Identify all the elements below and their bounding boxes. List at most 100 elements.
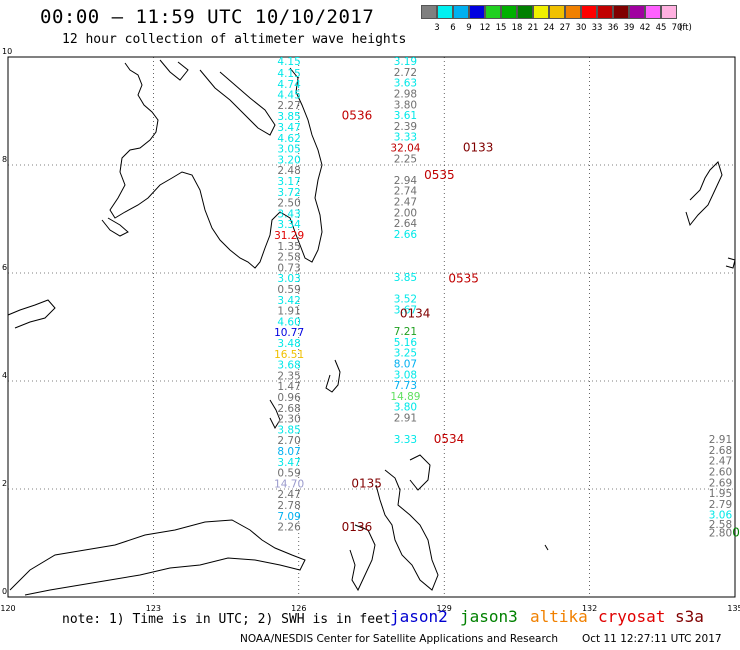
swh-value-label: 4.15: [277, 68, 300, 80]
coastline: [325, 359, 341, 393]
swh-value-label: 2.58: [709, 519, 732, 531]
swh-value-label: 3.05: [277, 144, 300, 156]
scale-label: 18: [511, 23, 523, 33]
longitude-tick-label: 132: [582, 604, 597, 613]
scale-label: 45: [655, 23, 667, 33]
swh-value-label: 3.52: [394, 294, 417, 306]
coastline: [375, 469, 439, 591]
latitude-tick-label: 6: [2, 263, 7, 272]
swh-value-label: 7.09: [277, 511, 300, 523]
swh-value-label: 3.80: [394, 402, 417, 414]
swh-value-label: 7.21: [394, 326, 417, 338]
scale-label: 39: [623, 23, 635, 33]
swh-value-label: 2.69: [709, 477, 732, 489]
swh-value-label: 2.78: [277, 500, 300, 512]
coastline: [725, 257, 736, 269]
scale-label: 70: [671, 23, 683, 33]
coastline: [685, 161, 723, 227]
footnote: note: 1) Time is in UTC; 2) SWH is in fe…: [62, 612, 391, 627]
swh-value-label: 14.89: [390, 391, 420, 403]
swh-value-label: 4.45: [277, 90, 300, 102]
swh-value-label: 2.98: [394, 89, 417, 101]
pass-time-label: 0133: [463, 141, 494, 155]
swh-value-label: 2.64: [394, 218, 418, 230]
swh-value-label: 2.35: [277, 370, 300, 382]
swh-value-label: 3.47: [277, 122, 300, 134]
swh-value-label: 2.47: [277, 489, 300, 501]
latitude-tick-label: 8: [2, 155, 7, 164]
swh-value-label: 4.60: [277, 316, 300, 328]
swh-value-label: 1.91: [277, 306, 300, 318]
swh-value-label: 32.04: [390, 143, 420, 155]
swh-value-label: 3.25: [394, 348, 417, 360]
swh-value-label: 2.47: [394, 197, 417, 209]
pass-time-label: 0535: [448, 272, 479, 286]
swh-value-label: 4.62: [277, 133, 300, 145]
swh-value-label: 0.96: [277, 392, 301, 404]
swh-value-label: 2.27: [277, 100, 300, 112]
swh-value-label: 3.63: [394, 78, 417, 90]
swh-value-label: 3.06: [709, 510, 733, 522]
swh-value-label: 0.59: [277, 284, 300, 296]
scale-swatch: [549, 5, 565, 19]
swh-value-label: 2.58: [277, 252, 300, 264]
swh-value-label: 4.15: [277, 56, 300, 68]
satellite-jason2-label: jason2: [390, 607, 448, 626]
swh-value-label: 3.80: [394, 99, 417, 111]
swh-value-label: 1.95: [709, 488, 732, 500]
scale-label: 36: [607, 23, 619, 33]
swh-value-label: 2.25: [394, 153, 417, 165]
scale-label: 15: [495, 23, 507, 33]
page-subtitle: 12 hour collection of altimeter wave hei…: [62, 32, 407, 47]
swh-value-label: 2.47: [709, 456, 732, 468]
swh-value-label: 3.34: [277, 219, 301, 231]
satellite-jason3-label: jason3: [460, 607, 518, 626]
scale-label: 30: [575, 23, 587, 33]
scale-label: 12: [479, 23, 491, 33]
swh-value-label: 3.03: [277, 273, 300, 285]
scale-label: 6: [450, 23, 456, 33]
swh-value-label: 31.29: [274, 230, 304, 242]
longitude-tick-label: 135: [727, 604, 740, 613]
swh-value-label: 10.77: [274, 327, 304, 339]
swh-value-label: 3.85: [394, 272, 417, 284]
swh-value-label: 2.50: [277, 198, 300, 210]
longitude-tick-label: 120: [0, 604, 15, 613]
swh-value-label: 2.39: [394, 121, 417, 133]
scale-swatch: [581, 5, 597, 19]
longitude-tick-label: 126: [291, 604, 306, 613]
swh-value-label: 2.68: [277, 403, 300, 415]
coastline: [9, 519, 306, 596]
swh-value-label: 1.35: [277, 241, 300, 253]
swh-value-label: 2.79: [709, 499, 732, 511]
swh-value-label: 3.19: [394, 56, 417, 68]
swh-value-label: 16.51: [274, 349, 304, 361]
swh-value-label: 4.74: [277, 79, 301, 91]
swh-value-label: 14.70: [274, 478, 304, 490]
latitude-tick-label: 4: [2, 371, 7, 380]
swh-value-label: 3.67: [394, 305, 417, 317]
scale-label: 42: [639, 23, 651, 33]
swh-value-label: 3.47: [277, 457, 300, 469]
pass-time-label: 0534: [434, 432, 465, 446]
satellite-s3a-label: s3a: [675, 607, 704, 626]
coastline: [544, 544, 549, 551]
swh-value-label: 2.91: [709, 434, 732, 446]
coastline: [159, 59, 189, 81]
swh-value-label: 3.08: [394, 369, 417, 381]
pass-time-label: 0136: [342, 520, 373, 534]
swh-value-label: 3.42: [277, 295, 300, 307]
scale-swatch: [469, 5, 485, 19]
pass-time-label: 06: [732, 526, 740, 540]
pass-time-label: 0535: [424, 168, 455, 182]
coastline: [7, 299, 56, 329]
swh-value-label: 2.60: [709, 467, 732, 479]
scale-swatch: [437, 5, 453, 19]
latitude-tick-label: 2: [2, 479, 7, 488]
scale-label: 33: [591, 23, 603, 33]
scale-label: 3: [434, 23, 440, 33]
swh-value-label: 2.30: [277, 414, 300, 426]
scale-swatch: [421, 5, 437, 19]
swh-value-label: 3.20: [277, 154, 300, 166]
